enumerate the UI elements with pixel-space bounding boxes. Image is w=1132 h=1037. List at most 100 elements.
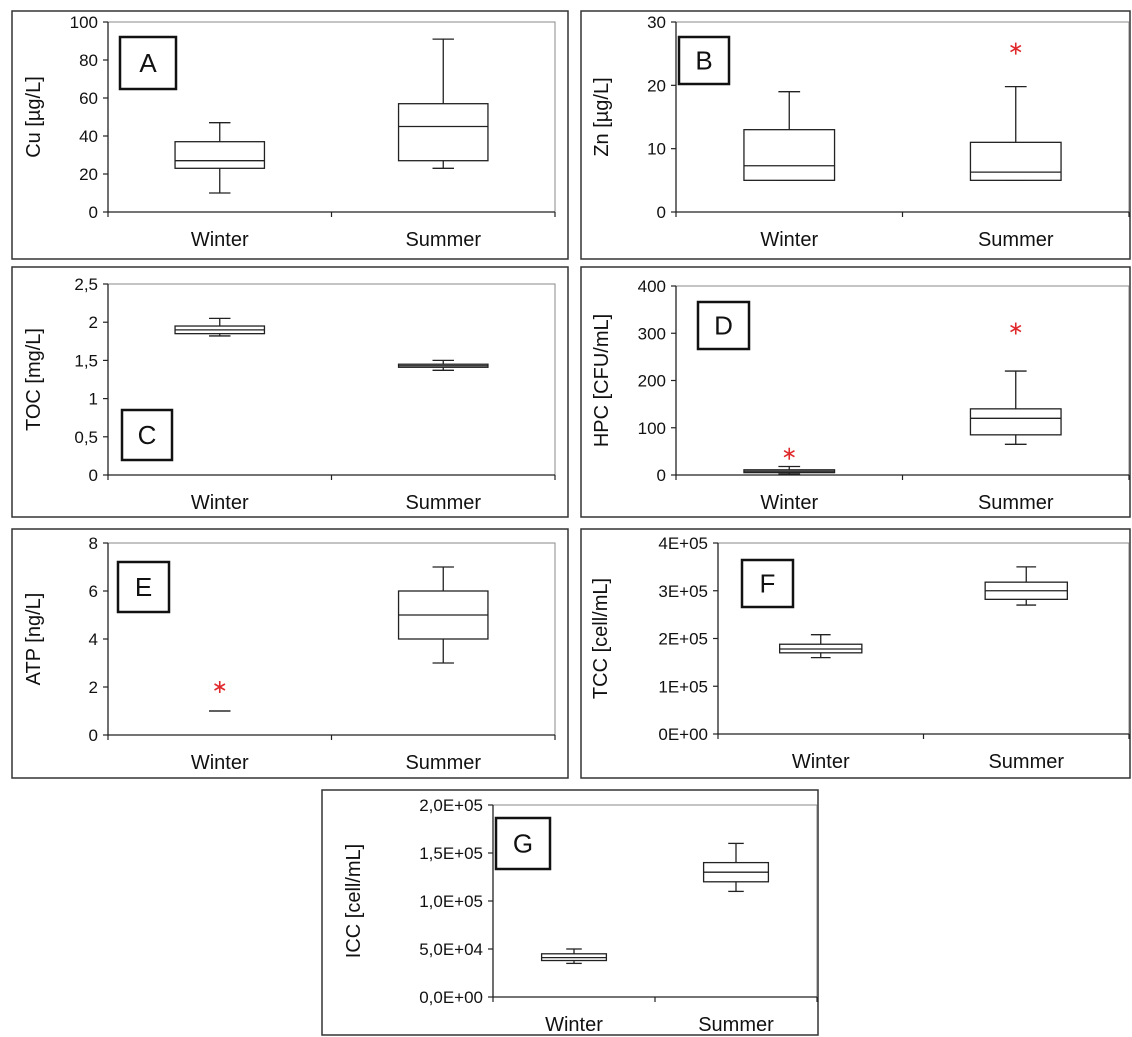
box-b-summer bbox=[969, 85, 1062, 181]
y-tick-label-a: 80 bbox=[79, 51, 98, 70]
panel-b: 0 10 20 30 Winter Summer Zn [µg/L] B bbox=[580, 10, 1131, 260]
y-tick-label-g: 5,0E+04 bbox=[419, 940, 483, 959]
x-tick-label-g-winter: Winter bbox=[545, 1014, 603, 1036]
y-tick-label-f: 4E+05 bbox=[658, 534, 708, 553]
y-axis-label-d: HPC [CFU/mL] bbox=[591, 314, 613, 447]
panel-label-c: C bbox=[138, 420, 157, 450]
y-axis-label-g: ICC [cell/mL] bbox=[343, 844, 365, 958]
x-tick-label-c-winter: Winter bbox=[191, 492, 249, 514]
panel-g: 0,0E+00 5,0E+04 1,0E+05 1,5E+05 2,0E+05 Winte… bbox=[321, 789, 819, 1036]
y-tick-label-a: 100 bbox=[70, 13, 98, 32]
y-axis-label-e: ATP [ng/L] bbox=[23, 593, 45, 686]
y-tick-label-f: 2E+05 bbox=[658, 630, 708, 649]
y-tick-label-c: 1 bbox=[89, 390, 98, 409]
y-tick-label-b: 20 bbox=[647, 76, 666, 95]
y-axis-label-c: TOC [mg/L] bbox=[23, 328, 45, 431]
panel-label-box-d bbox=[696, 300, 751, 351]
box-g-summer bbox=[702, 842, 770, 893]
panel-label-box-f bbox=[740, 558, 795, 609]
panel-label-b: B bbox=[695, 46, 712, 76]
panel-f-border bbox=[580, 528, 1131, 779]
y-tick-label-c: 1,5 bbox=[74, 351, 98, 370]
box-body-b bbox=[969, 141, 1062, 181]
box-f-winter bbox=[779, 634, 863, 659]
box-e-summer bbox=[397, 566, 489, 664]
panel-e-border bbox=[11, 528, 569, 779]
x-tick-label-c-summer: Summer bbox=[405, 492, 481, 514]
panel-a: 0 20 40 60 80 100 Winter Summer Cu [µg/L] A bbox=[11, 10, 569, 260]
y-tick-label-e: 8 bbox=[89, 534, 98, 553]
panel-label-e: E bbox=[135, 572, 152, 602]
panel-d: 0 100 200 300 400 Winter Summer HPC [CFU/mL] D bbox=[580, 266, 1131, 518]
y-tick-label-f: 0E+00 bbox=[658, 725, 708, 744]
x-tick-label-e-winter: Winter bbox=[191, 752, 249, 774]
box-b-winter bbox=[743, 91, 836, 181]
y-tick-label-d: 100 bbox=[638, 419, 666, 438]
box-a-winter bbox=[174, 122, 266, 194]
panel-b-border bbox=[580, 10, 1131, 260]
y-tick-label-f: 3E+05 bbox=[658, 582, 708, 601]
y-tick-label-e: 6 bbox=[89, 582, 98, 601]
panel-label-g: G bbox=[513, 829, 533, 859]
y-tick-label-a: 60 bbox=[79, 89, 98, 108]
box-body-a bbox=[397, 103, 489, 162]
y-tick-label-d: 200 bbox=[638, 372, 666, 391]
box-c-winter bbox=[174, 317, 266, 337]
y-tick-label-c: 2 bbox=[89, 313, 98, 332]
y-tick-label-e: 2 bbox=[89, 678, 98, 697]
outlier-marker-d bbox=[1010, 322, 1022, 335]
y-tick-label-g: 2,0E+05 bbox=[419, 796, 483, 815]
x-tick-label-f-summer: Summer bbox=[988, 751, 1064, 773]
y-tick-label-g: 0,0E+00 bbox=[419, 988, 483, 1007]
panel-label-a: A bbox=[139, 48, 157, 78]
y-tick-label-a: 20 bbox=[79, 165, 98, 184]
x-tick-label-f-winter: Winter bbox=[792, 751, 850, 773]
box-g-winter bbox=[540, 948, 608, 965]
box-a-summer bbox=[397, 38, 489, 169]
x-tick-label-b-summer: Summer bbox=[978, 229, 1054, 251]
y-axis-label-b: Zn [µg/L] bbox=[591, 77, 613, 156]
panel-f: 0E+00 1E+05 2E+05 3E+05 4E+05 Winter Summer TCC… bbox=[580, 528, 1131, 779]
box-body-d bbox=[969, 408, 1062, 436]
x-tick-label-d-summer: Summer bbox=[978, 492, 1054, 514]
box-d-summer bbox=[969, 370, 1062, 445]
y-tick-label-e: 4 bbox=[89, 630, 98, 649]
y-tick-label-a: 0 bbox=[89, 203, 98, 222]
y-tick-label-b: 0 bbox=[657, 203, 666, 222]
y-tick-label-b: 30 bbox=[647, 13, 666, 32]
panel-label-box-a bbox=[118, 35, 178, 91]
box-body-b bbox=[743, 129, 836, 181]
x-tick-label-g-summer: Summer bbox=[698, 1014, 774, 1036]
outlier-marker-b bbox=[1010, 42, 1022, 55]
x-tick-label-a-winter: Winter bbox=[191, 229, 249, 251]
y-tick-label-c: 0,5 bbox=[74, 428, 98, 447]
y-tick-label-c: 0 bbox=[89, 466, 98, 485]
y-tick-label-g: 1,5E+05 bbox=[419, 844, 483, 863]
y-tick-label-a: 40 bbox=[79, 127, 98, 146]
panel-e: 0 2 4 6 8 Winter Summer ATP [ng/L] E bbox=[11, 528, 569, 779]
box-f-summer bbox=[984, 566, 1069, 606]
panel-c: 0 0,5 1 1,5 2 2,5 Winter Summer TOC [mg/L] C bbox=[11, 266, 569, 518]
y-tick-label-c: 2,5 bbox=[74, 275, 98, 294]
x-tick-label-e-summer: Summer bbox=[405, 752, 481, 774]
y-tick-label-d: 400 bbox=[638, 277, 666, 296]
y-tick-label-d: 0 bbox=[657, 466, 666, 485]
panel-label-box-e bbox=[116, 560, 171, 614]
x-tick-label-b-winter: Winter bbox=[760, 229, 818, 251]
outlier-marker-d bbox=[783, 447, 795, 460]
y-tick-label-g: 1,0E+05 bbox=[419, 892, 483, 911]
box-d-winter bbox=[743, 465, 836, 475]
y-axis-label-f: TCC [cell/mL] bbox=[590, 578, 612, 699]
panel-g-border bbox=[321, 789, 819, 1036]
y-tick-label-b: 10 bbox=[647, 140, 666, 159]
x-tick-label-d-winter: Winter bbox=[760, 492, 818, 514]
x-tick-label-a-summer: Summer bbox=[405, 229, 481, 251]
panel-label-box-g bbox=[494, 816, 552, 871]
box-body-a bbox=[174, 141, 266, 169]
y-tick-label-e: 0 bbox=[89, 726, 98, 745]
y-axis-label-a: Cu [µg/L] bbox=[23, 76, 45, 158]
y-tick-label-f: 1E+05 bbox=[658, 677, 708, 696]
panel-label-f: F bbox=[760, 569, 776, 599]
panel-label-box-c bbox=[120, 408, 174, 462]
